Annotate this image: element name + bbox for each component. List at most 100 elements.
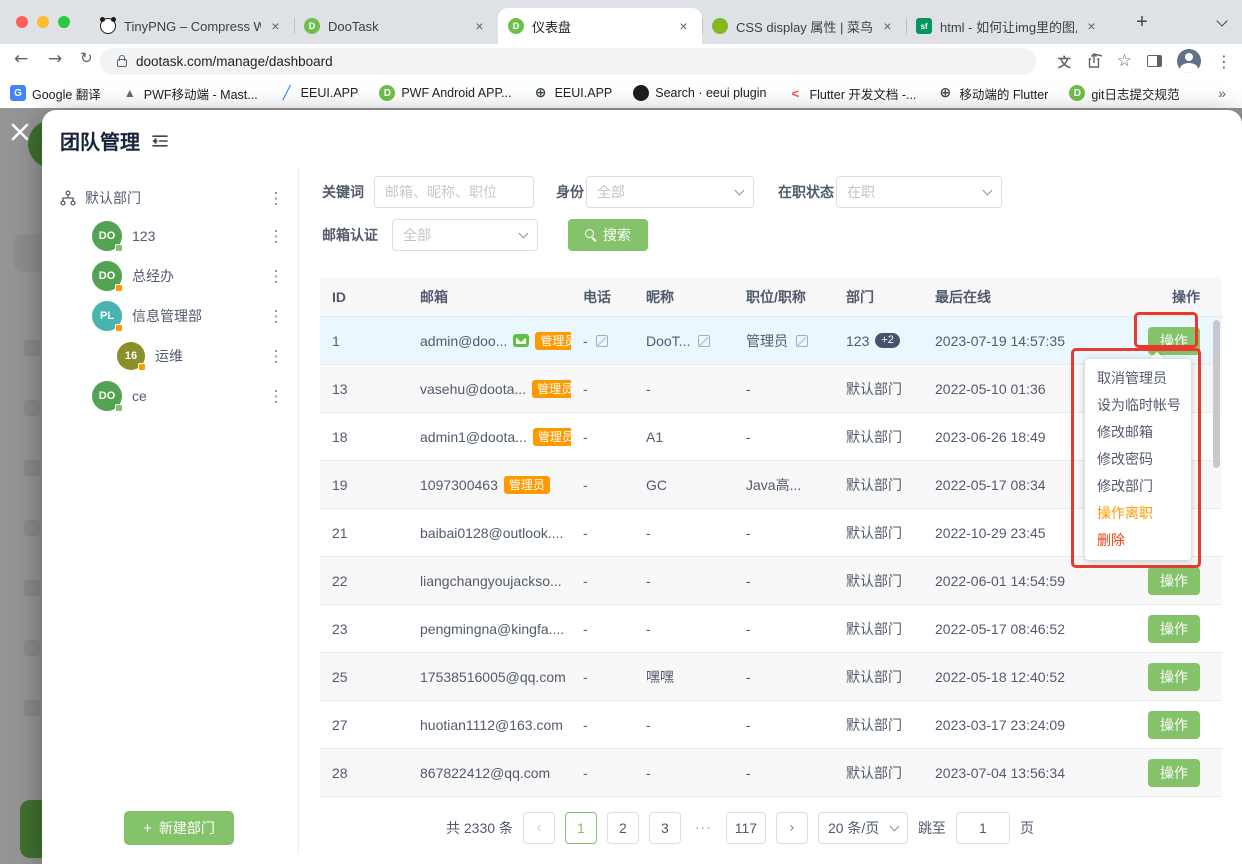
column-header: 部门 <box>846 288 874 305</box>
tab-close-icon[interactable]: × <box>475 17 484 34</box>
new-department-button[interactable]: + 新建部门 <box>124 811 234 845</box>
side-panel-icon[interactable] <box>1147 55 1162 67</box>
bookmark-item[interactable]: G Google 翻译 <box>10 84 101 103</box>
action-button[interactable]: 操作 <box>1148 614 1200 643</box>
cell-actions: 操作 <box>1122 566 1222 595</box>
cell-last-online: 2023-07-19 14:57:35 <box>935 332 1065 349</box>
forward-icon[interactable]: → <box>48 49 63 69</box>
table-header: ID 邮箱 电话 昵称 职位/职称 部门 最后在线 操作 <box>320 277 1222 317</box>
tab-close-icon[interactable]: × <box>883 17 892 34</box>
browser-tab[interactable]: TinyPNG – Compress We × <box>90 8 294 44</box>
bookmark-item[interactable]: D PWF Android APP... <box>379 85 512 101</box>
page-size-select[interactable]: 20 条/页 <box>817 812 908 844</box>
browser-tab[interactable]: sf html - 如何让img里的图片 × <box>906 8 1110 44</box>
close-drawer-icon[interactable] <box>9 121 31 143</box>
bookmark-star-icon[interactable]: ☆ <box>1116 51 1132 71</box>
profile-avatar[interactable] <box>1177 49 1201 73</box>
table-scrollbar[interactable] <box>1213 320 1220 468</box>
department-avatar: PL <box>92 301 123 332</box>
dropdown-menu-item[interactable]: 设为临时帐号 <box>1097 397 1181 413</box>
column-header: 职位/职称 <box>746 288 806 305</box>
page-button[interactable]: 2 <box>606 812 639 844</box>
edit-icon[interactable] <box>796 334 808 347</box>
browser-tab[interactable]: CSS display 属性 | 菜鸟教 × <box>702 8 906 44</box>
lock-icon <box>117 55 127 67</box>
column-header: 电话 <box>583 288 611 305</box>
dropdown-menu-item[interactable]: 修改邮箱 <box>1097 424 1153 440</box>
action-button[interactable]: 操作 <box>1148 566 1200 595</box>
bookmark-item[interactable]: ▲ PWF移动端 - Mast... <box>122 84 258 103</box>
bookmark-favicon: D <box>379 85 396 101</box>
pagination: 共 2330 条 ‹ 1 2 3 ··· 117 › 20 条/页 <box>446 812 1034 844</box>
bookmark-item[interactable]: ⊕ 移动端的 Flutter <box>937 84 1049 103</box>
page-button[interactable]: 1 <box>564 812 597 844</box>
share-icon[interactable] <box>1086 53 1102 69</box>
tab-close-icon[interactable]: × <box>271 17 280 34</box>
cell-department: 默认部门 <box>846 524 902 541</box>
cell-nickname: 嘿嘿 <box>646 668 674 685</box>
department-tree-item[interactable]: 默认部门 ⋮ <box>42 180 298 216</box>
page-button[interactable]: ‹ <box>522 812 555 844</box>
identity-select[interactable]: 全部 <box>586 176 754 208</box>
address-bar[interactable]: dootask.com/manage/dashboard <box>100 48 1036 75</box>
department-more-icon[interactable]: ⋮ <box>268 226 284 246</box>
back-icon[interactable]: ← <box>14 49 29 69</box>
bookmark-favicon: D <box>1069 85 1086 101</box>
search-button[interactable]: 搜索 <box>568 219 648 251</box>
page-button[interactable]: ··· <box>690 812 716 844</box>
bookmark-item[interactable]: < Flutter 开发文档 -... <box>787 84 917 103</box>
cell-nickname: - <box>646 524 651 541</box>
status-select[interactable]: 在职 <box>836 176 1002 208</box>
department-tree-item[interactable]: 16 运维 ⋮ <box>42 336 298 376</box>
bookmark-item[interactable]: D git日志提交规范 <box>1069 84 1180 103</box>
bookmark-label: EEUI.APP <box>300 86 359 100</box>
department-more-icon[interactable]: ⋮ <box>268 346 284 366</box>
browser-tab[interactable]: D 仪表盘 × <box>498 8 702 44</box>
department-more-icon[interactable]: ⋮ <box>268 266 284 286</box>
reload-icon[interactable]: ↻ <box>80 49 93 67</box>
page-button[interactable]: 3 <box>648 812 681 844</box>
collapse-menu-icon[interactable] <box>150 131 170 151</box>
dropdown-menu-item[interactable]: 操作离职 <box>1097 505 1153 521</box>
bookmark-item[interactable]: Search · eeui plugin <box>633 85 766 101</box>
bookmarks-overflow-icon[interactable]: » <box>1218 85 1226 101</box>
action-button[interactable]: 操作 <box>1148 758 1200 787</box>
tab-close-icon[interactable]: × <box>679 17 688 34</box>
dropdown-menu-item[interactable]: 修改密码 <box>1097 451 1153 467</box>
edit-icon[interactable] <box>698 334 711 347</box>
browser-toolbar: ← → ↻ dootask.com/manage/dashboard 文 ☆ ⋮ <box>0 44 1242 78</box>
page-button[interactable]: 117 <box>725 812 766 844</box>
bookmark-label: EEUI.APP <box>554 86 613 100</box>
browser-tab[interactable]: D DooTask × <box>294 8 498 44</box>
traffic-light[interactable] <box>16 16 28 28</box>
chevron-down-icon <box>518 228 529 239</box>
bookmark-item[interactable]: ╱ EEUI.APP <box>279 85 359 101</box>
action-button[interactable]: 操作 <box>1148 662 1200 691</box>
email-verify-select[interactable]: 全部 <box>392 219 538 251</box>
department-tree-item[interactable]: DO ce ⋮ <box>42 376 298 416</box>
menu-icon[interactable]: ⋮ <box>1216 51 1232 71</box>
department-more-icon[interactable]: ⋮ <box>268 188 284 208</box>
edit-icon[interactable] <box>595 334 608 347</box>
department-tree-item[interactable]: PL 信息管理部 ⋮ <box>42 296 298 336</box>
status-badge <box>115 404 123 412</box>
department-more-icon[interactable]: ⋮ <box>268 306 284 326</box>
dropdown-menu-item[interactable]: 修改部门 <box>1097 478 1153 494</box>
dropdown-menu-item[interactable]: 取消管理员 <box>1097 370 1167 386</box>
department-more-icon[interactable]: ⋮ <box>268 386 284 406</box>
tab-close-icon[interactable]: × <box>1087 17 1096 34</box>
action-button[interactable]: 操作 <box>1148 710 1200 739</box>
jump-page-input[interactable] <box>955 812 1010 844</box>
keyword-input[interactable] <box>374 176 534 208</box>
department-tree-item[interactable]: DO 123 ⋮ <box>42 216 298 256</box>
department-tree-item[interactable]: DO 总经办 ⋮ <box>42 256 298 296</box>
tab-search-chevron-icon[interactable] <box>1216 15 1228 27</box>
new-tab-button[interactable]: + <box>1136 11 1148 33</box>
tab-favicon: D <box>508 18 524 34</box>
translate-icon[interactable]: 文 <box>1057 55 1071 71</box>
traffic-light[interactable] <box>37 16 49 28</box>
traffic-light[interactable] <box>58 16 70 28</box>
bookmark-item[interactable]: ⊕ EEUI.APP <box>533 85 613 101</box>
dropdown-menu-item[interactable]: 删除 <box>1097 532 1125 548</box>
page-button[interactable]: › <box>775 812 808 844</box>
